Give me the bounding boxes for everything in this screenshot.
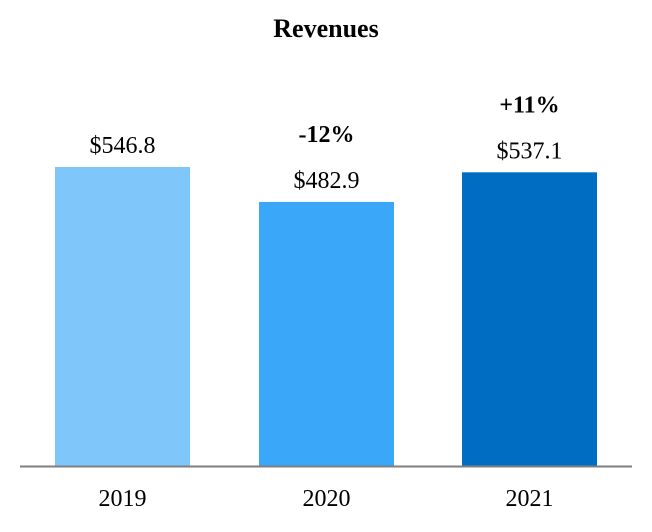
chart-title: Revenues bbox=[273, 14, 379, 43]
value-label-2019: $546.8 bbox=[90, 133, 156, 159]
bar-2020 bbox=[259, 201, 394, 467]
x-tick-label-2019: 2019 bbox=[99, 486, 147, 512]
x-tick-label-2021: 2021 bbox=[506, 486, 554, 512]
change-label-2021: +11% bbox=[499, 92, 559, 118]
change-label-2020: -12% bbox=[299, 122, 355, 148]
value-label-2020: $482.9 bbox=[294, 168, 360, 194]
bar-2021 bbox=[462, 172, 597, 466]
value-label-2021: $537.1 bbox=[497, 138, 563, 164]
x-tick-label-2020: 2020 bbox=[303, 486, 351, 512]
bar-2019 bbox=[55, 167, 190, 466]
